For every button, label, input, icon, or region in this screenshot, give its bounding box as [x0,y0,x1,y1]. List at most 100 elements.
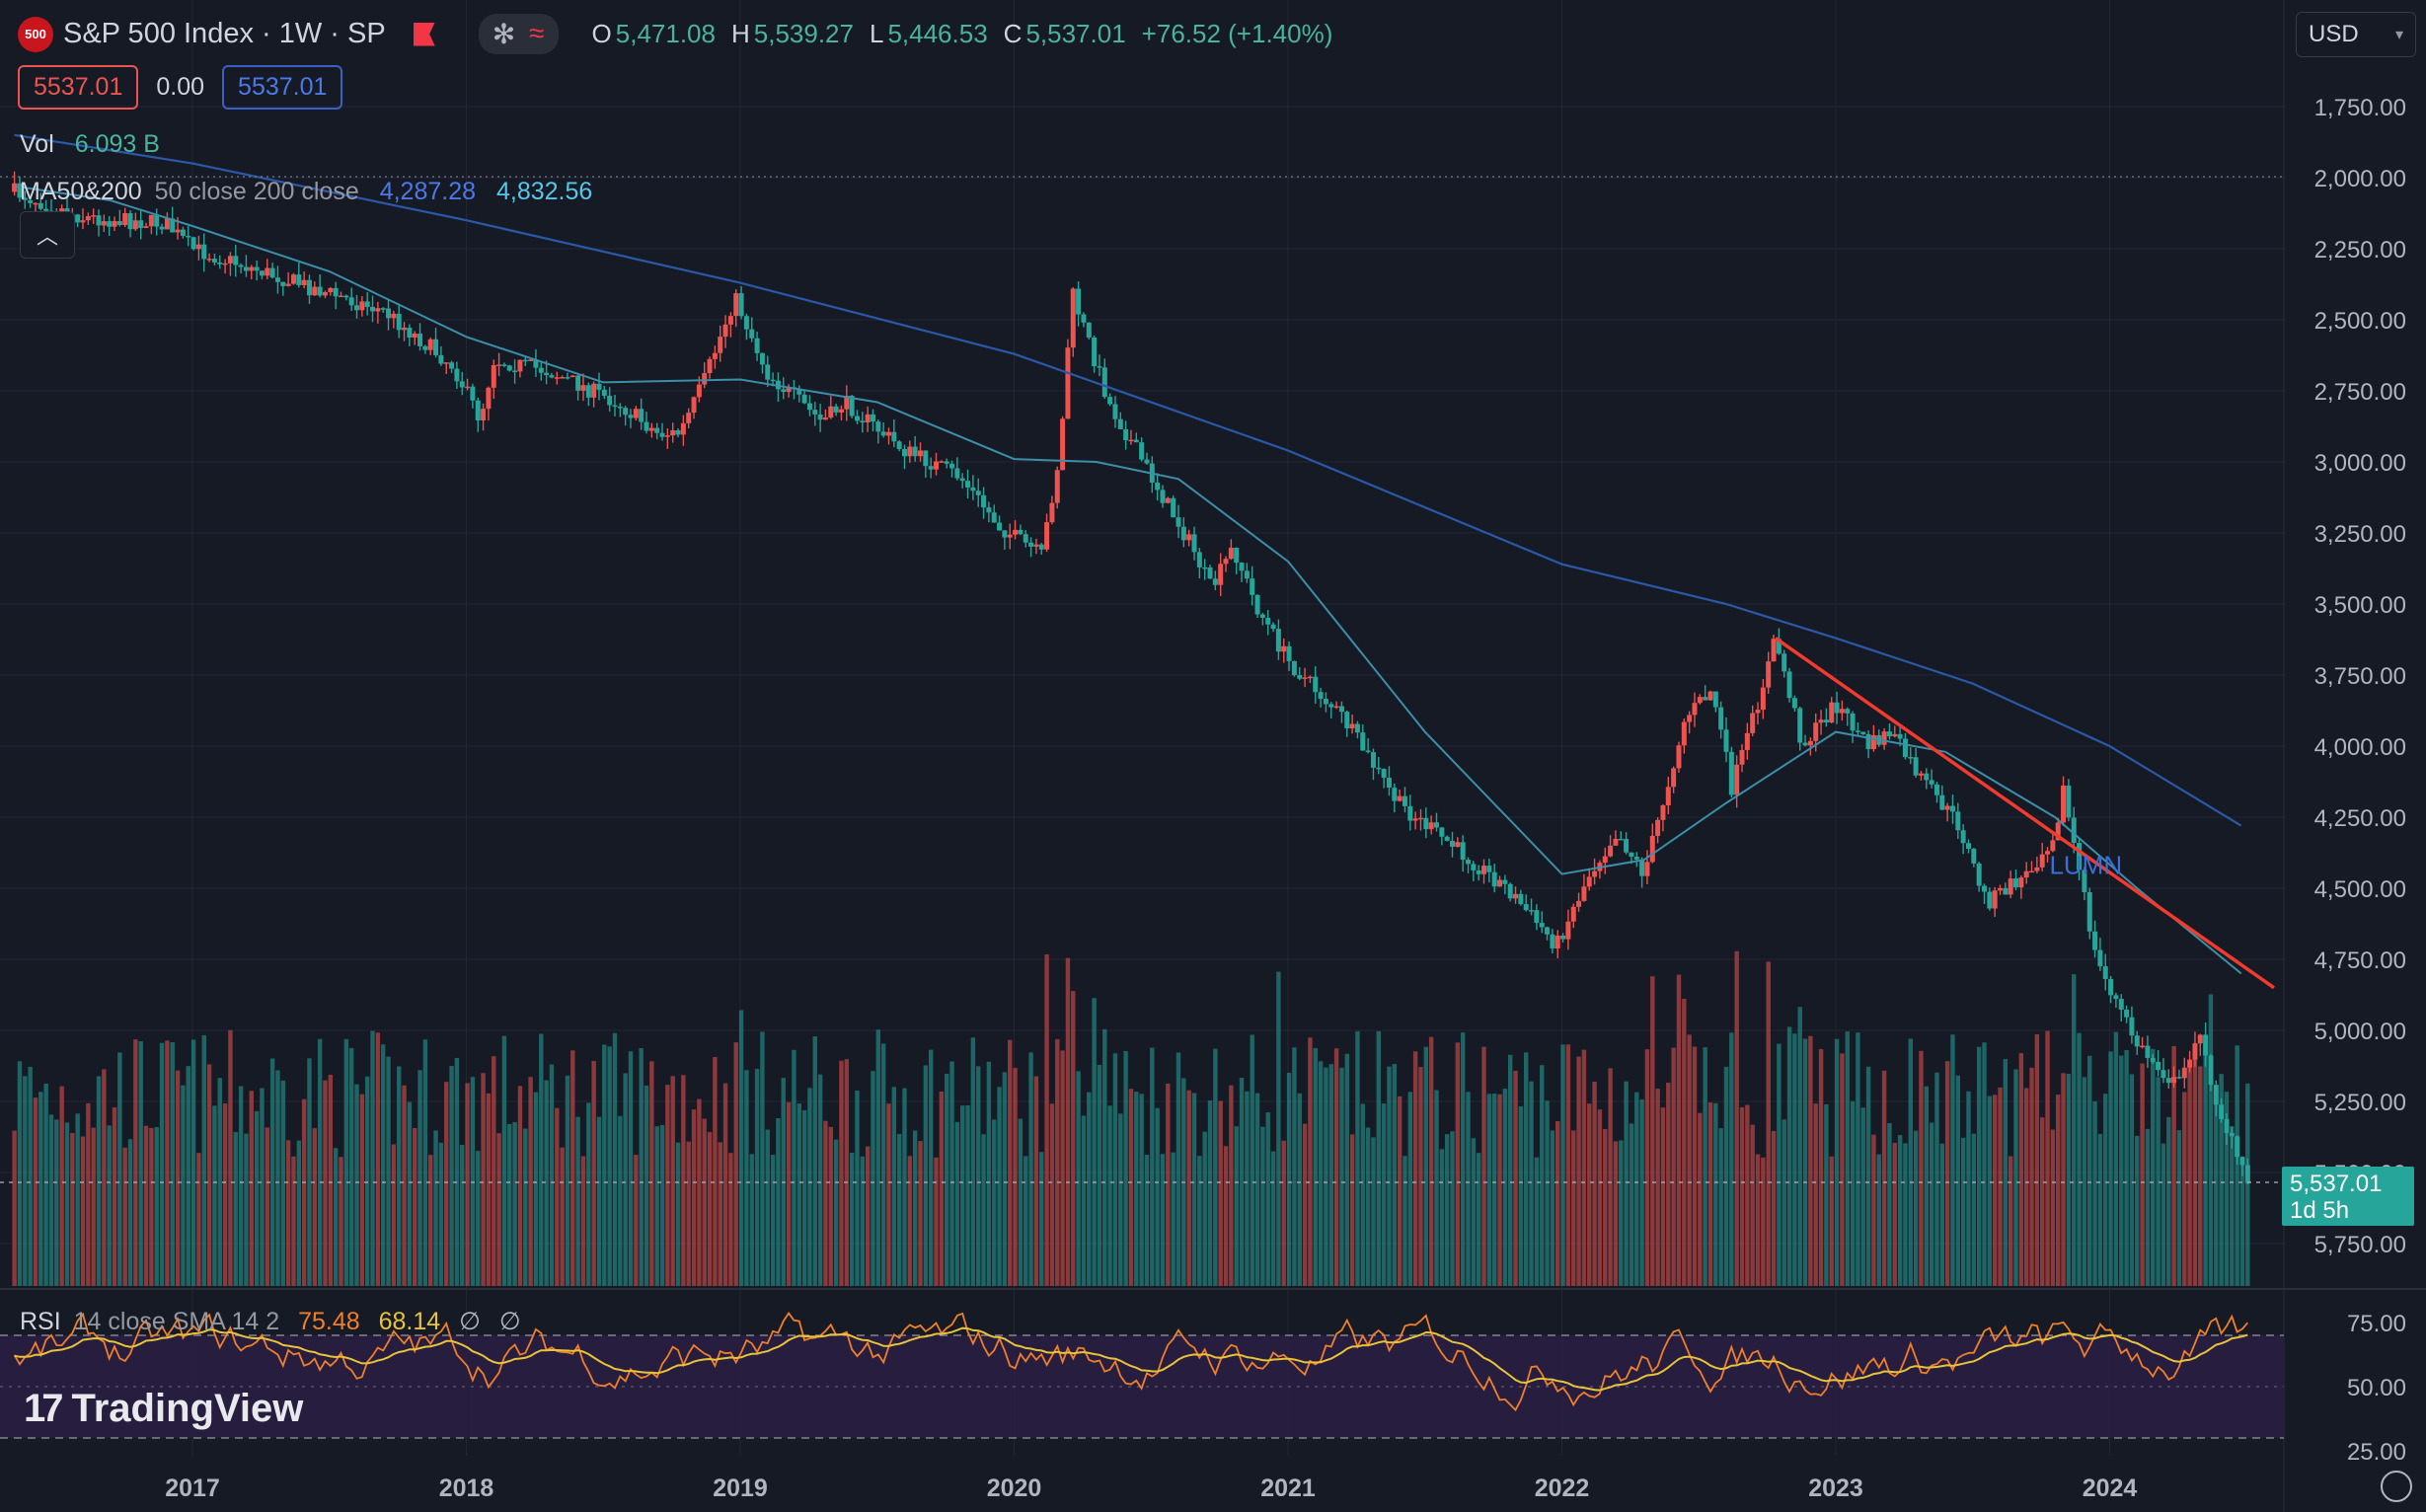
candle-body [749,329,755,339]
settings-gear-icon[interactable] [2381,1471,2412,1502]
candle-body [1929,780,1934,785]
approx-icon[interactable]: ≈ [529,18,545,48]
candle-body [939,461,945,463]
candle-body [496,364,502,366]
price-tick-label: 4,000.00 [2314,734,2406,761]
candle-body [1565,921,1571,940]
volume-bar [217,1078,222,1286]
ohlc-low-key: L [869,19,884,48]
volume-bar [2103,1094,2108,1286]
volume-bar [265,1127,269,1286]
candle-body [1497,879,1503,887]
candle-body [359,301,365,311]
candle-body [427,339,433,350]
candle-body [459,381,465,388]
volume-bar [528,1077,533,1286]
candle-body [949,463,955,469]
volume-bar [707,1132,713,1286]
volume-bar [1081,1115,1087,1286]
candle-body [654,427,660,433]
volume-bar [454,1057,460,1286]
volume-bar [1128,1089,1134,1286]
volume-bar [1302,1123,1308,1286]
symbol-tools: ✻ ≈ [478,14,559,54]
volume-bar [1397,1096,1403,1286]
candle-body [1196,552,1202,567]
candle-body [1281,645,1287,652]
buy-price-button[interactable]: 5537.01 [222,65,343,110]
candle-body [370,306,376,312]
volume-bar [122,1147,127,1286]
flag-icon[interactable] [413,22,435,46]
volume-bar [1939,1143,1944,1286]
candle-body [712,352,718,359]
ohlc-open-key: O [591,19,612,48]
candle-body [348,297,354,306]
price-change: +76.52 (+1.40%) [1141,19,1333,48]
candle-body [2113,995,2119,1000]
candle-body [702,373,708,385]
candle-body [1939,794,1945,810]
candle-body [195,244,201,250]
candle-body [991,512,997,523]
candle-body [238,265,244,267]
price-tick-label: 2,750.00 [2314,379,2406,406]
candle-body [1529,910,1535,912]
candle-body [659,432,665,437]
rsi-legend[interactable]: RSI 14 close SMA 14 2 75.48 68.14 ∅ ∅ [20,1307,521,1336]
candle-body [664,435,670,437]
candle-body [812,410,818,415]
volume-bar [1950,1034,1955,1286]
price-axis[interactable]: 1,750.00 2,000.00 2,250.00 2,500.00 2,750.00… [2314,95,2406,1258]
volume-bar [1197,1156,1202,1286]
collapse-legend-button[interactable]: ︿ [20,211,75,259]
volume-bar [533,1092,539,1286]
candle-body [2061,785,2067,823]
asterisk-icon[interactable]: ✻ [492,19,516,49]
candle-body [1250,578,1255,595]
volume-bar [1782,1119,1786,1286]
trendline[interactable] [1774,637,2276,990]
volume-bar [786,1101,792,1286]
volume-bar [2061,1073,2066,1286]
ma-legend[interactable]: MA50&200 50 close 200 close 4,287.28 4,8… [20,178,592,206]
time-axis[interactable]: 2017 2018 2019 2020 2021 2022 2023 2024 [165,1474,2137,1502]
volume-bar [1777,1043,1782,1286]
candle-body [1676,745,1682,769]
sell-price-button[interactable]: 5537.01 [18,65,139,110]
rsi-params: 14 close SMA 14 2 [73,1308,280,1335]
volume-bar [697,1098,702,1286]
candle-body [591,383,597,398]
volume-bar [639,1048,644,1286]
candle-body [1949,805,1955,812]
volume-legend[interactable]: Vol 6.093 B [20,130,160,159]
volume-bar [238,1086,244,1286]
symbol-title[interactable]: S&P 500 Index · 1W · SP [63,18,386,49]
volume-bar [80,1136,86,1286]
volume-bar [1223,1146,1229,1286]
volume-bar [96,1076,102,1286]
candle-body [997,522,1003,531]
candle-body [1460,842,1466,860]
candle-body [1660,805,1666,820]
volume-bar [1676,974,1682,1286]
candle-body [738,293,744,317]
volume-bar [228,1029,233,1286]
price-tick-label: 3,500.00 [2314,592,2406,619]
volume-bar [2113,1031,2119,1286]
tradingview-logo[interactable]: 17 TradingView [24,1387,303,1431]
volume-bar [2008,1156,2013,1286]
candle-body [1913,757,1919,776]
ohlc-close-value: 5,537.01 [1025,19,1126,48]
trendline-annotation: LUMN [2049,851,2122,880]
candle-body [2181,1067,2187,1079]
volume-bar [206,1064,212,1286]
candle-body [1076,288,1082,315]
volume-bar [1049,1103,1055,1286]
candle-body [1086,322,1092,338]
candle-body [1092,337,1098,367]
currency-select[interactable]: USD ▾ [2296,12,2416,57]
volume-bar [1076,1071,1081,1286]
ohlc-high-value: 5,539.27 [753,19,854,48]
